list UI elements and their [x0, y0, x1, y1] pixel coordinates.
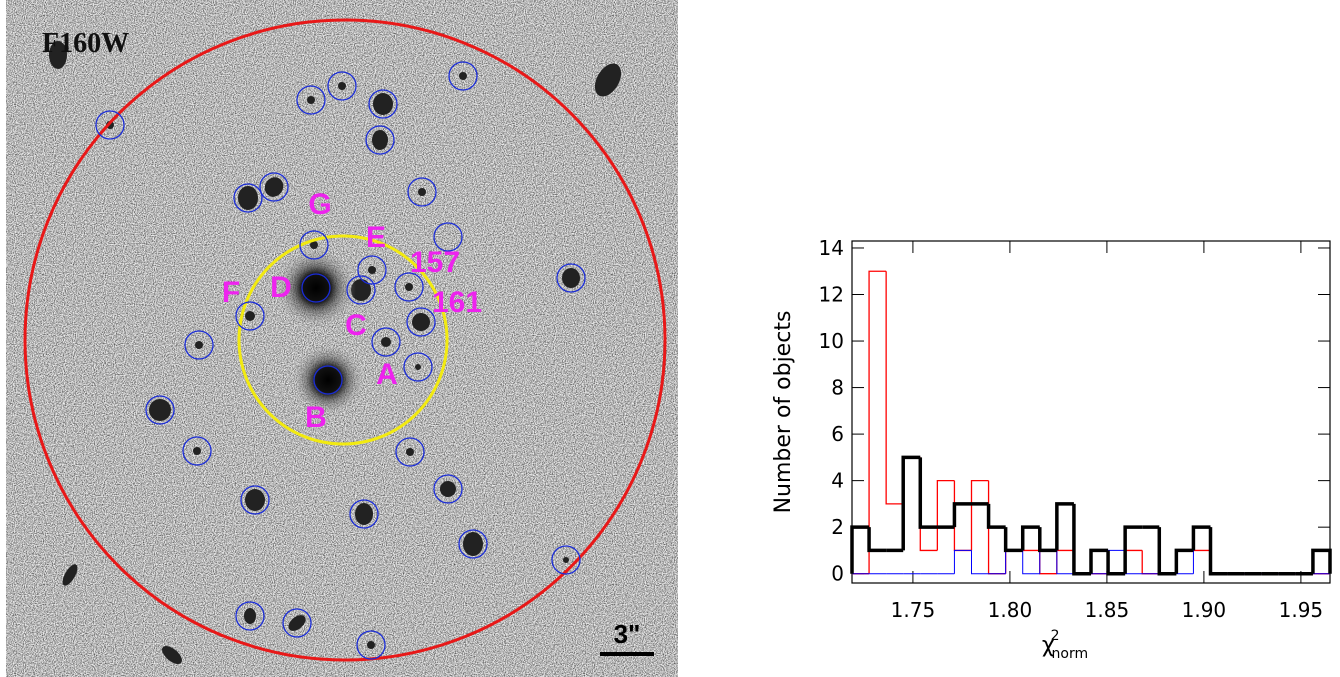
histogram-panel: Number of objects χ2 norm 024681012141.75… [771, 236, 1332, 662]
sky-image: F160W 3" G E 157 F D C 161 A B [6, 0, 678, 677]
histogram-bin [1055, 502, 1074, 551]
histogram-bin [1157, 527, 1177, 576]
histogram-bin [970, 479, 989, 551]
histogram-bin [1124, 549, 1143, 574]
histogram-bin [918, 457, 938, 529]
x-label-symbol: χ [1042, 633, 1055, 658]
object-label: F [222, 276, 240, 309]
y-tick-label: 12 [819, 283, 844, 307]
histogram-bin [1056, 550, 1074, 575]
histogram-bin [953, 549, 972, 574]
histogram-bin [971, 550, 989, 575]
histogram-bin [850, 525, 870, 574]
x-tick-label: 1.85 [1085, 598, 1130, 622]
x-label-sup: 2 [1051, 628, 1060, 644]
histogram-bin [1175, 549, 1194, 574]
y-tick-label: 0 [831, 562, 844, 586]
histogram-bin [1106, 550, 1126, 576]
histogram-bin [1022, 550, 1040, 575]
histogram-bin [1073, 550, 1091, 575]
x-tick-label: 1.95 [1279, 598, 1324, 622]
object-label: G [308, 188, 331, 221]
x-axis-label: χ2 norm [1042, 628, 1088, 662]
y-tick-label: 2 [831, 515, 844, 539]
histogram-bin [953, 480, 972, 552]
histogram-bin [936, 479, 955, 551]
y-tick-label: 14 [819, 236, 844, 260]
histogram-bin [952, 502, 972, 528]
histogram-bin [885, 271, 904, 505]
histogram-bin [1003, 527, 1023, 553]
object-label: 157 [410, 246, 460, 279]
histogram-bin [1039, 550, 1057, 575]
object-label: A [376, 358, 398, 391]
histogram-bin [902, 456, 921, 504]
y-tick-label: 4 [831, 469, 844, 493]
histogram-bin [1056, 549, 1074, 574]
x-tick-label: 1.80 [988, 598, 1033, 622]
histogram-bin [1124, 550, 1143, 575]
object-label: B [305, 401, 327, 434]
x-label-sub: norm [1052, 646, 1089, 662]
scale-label: 3" [614, 619, 641, 649]
x-tick-label: 1.90 [1182, 598, 1227, 622]
histogram-bin [1210, 527, 1228, 575]
histogram-bin [1038, 527, 1057, 553]
y-tick-label: 6 [831, 422, 844, 446]
histogram-bin [868, 270, 887, 574]
histogram-bin [1311, 548, 1332, 574]
histogram-bin [1191, 525, 1211, 551]
object-label: D [270, 271, 292, 304]
histogram-bin [1123, 525, 1143, 574]
histogram-bin [1209, 550, 1228, 575]
x-tick-label: 1.75 [891, 598, 936, 622]
histogram-bin [867, 527, 887, 553]
histogram-bin [1005, 549, 1023, 574]
histogram-bin [901, 455, 921, 551]
histogram-bin [1004, 549, 1023, 574]
histogram-bin [986, 503, 1006, 529]
histogram-bin [1089, 548, 1109, 574]
histogram-bin [1072, 503, 1091, 576]
histogram-bin [1020, 525, 1040, 551]
y-tick-label: 8 [831, 376, 844, 400]
object-label: E [366, 221, 386, 254]
y-tick-label: 10 [819, 329, 844, 353]
histogram-bin [1107, 549, 1126, 574]
filter-label: F160W [42, 28, 129, 59]
object-label: 161 [432, 286, 482, 319]
y-axis-label: Number of objects [771, 311, 796, 514]
histogram-bin [1039, 549, 1057, 574]
histogram-bin [1208, 527, 1228, 576]
histogram-bin [1174, 548, 1194, 574]
histogram-bin [919, 457, 938, 552]
object-label: C [345, 309, 367, 342]
histogram-bin [1141, 550, 1160, 575]
